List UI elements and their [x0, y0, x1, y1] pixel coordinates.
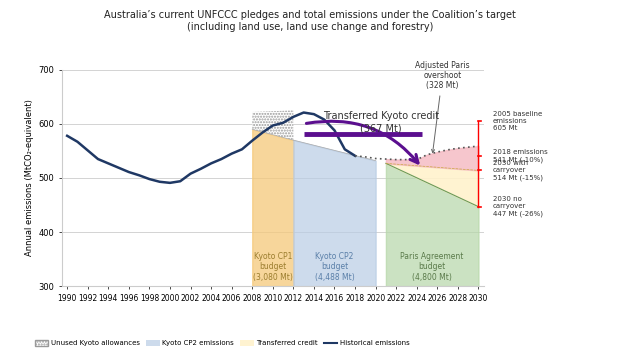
Legend: Unused Kyoto allowances, Kyoto CP1 emissions, Kyoto CP2 emissions, Paris oversho: Unused Kyoto allowances, Kyoto CP1 emiss… [32, 337, 413, 349]
Text: Kyoto CP1
budget
(3,080 Mt): Kyoto CP1 budget (3,080 Mt) [253, 252, 293, 282]
Text: Adjusted Paris
overshoot
(328 Mt): Adjusted Paris overshoot (328 Mt) [415, 61, 470, 153]
Text: Australia’s current UNFCCC pledges and total emissions under the Coalition’s tar: Australia’s current UNFCCC pledges and t… [104, 10, 516, 32]
Y-axis label: Annual emissions (MtCO₂-equivalent): Annual emissions (MtCO₂-equivalent) [25, 99, 34, 257]
Text: 2005 baseline
emissions
605 Mt: 2005 baseline emissions 605 Mt [493, 111, 542, 131]
Text: Kyoto CP2
budget
(4,488 Mt): Kyoto CP2 budget (4,488 Mt) [314, 252, 355, 282]
Text: Transferred Kyoto credit
(367 Mt): Transferred Kyoto credit (367 Mt) [322, 111, 439, 133]
Text: 2030 with
carryover
514 Mt (-15%): 2030 with carryover 514 Mt (-15%) [493, 160, 543, 181]
Text: Paris Agreement
budget
(4,800 Mt): Paris Agreement budget (4,800 Mt) [401, 252, 464, 282]
Text: 2018 emissions
541 Mt (-10%): 2018 emissions 541 Mt (-10%) [493, 149, 547, 163]
Text: 2030 no
carryover
447 Mt (-26%): 2030 no carryover 447 Mt (-26%) [493, 196, 543, 217]
